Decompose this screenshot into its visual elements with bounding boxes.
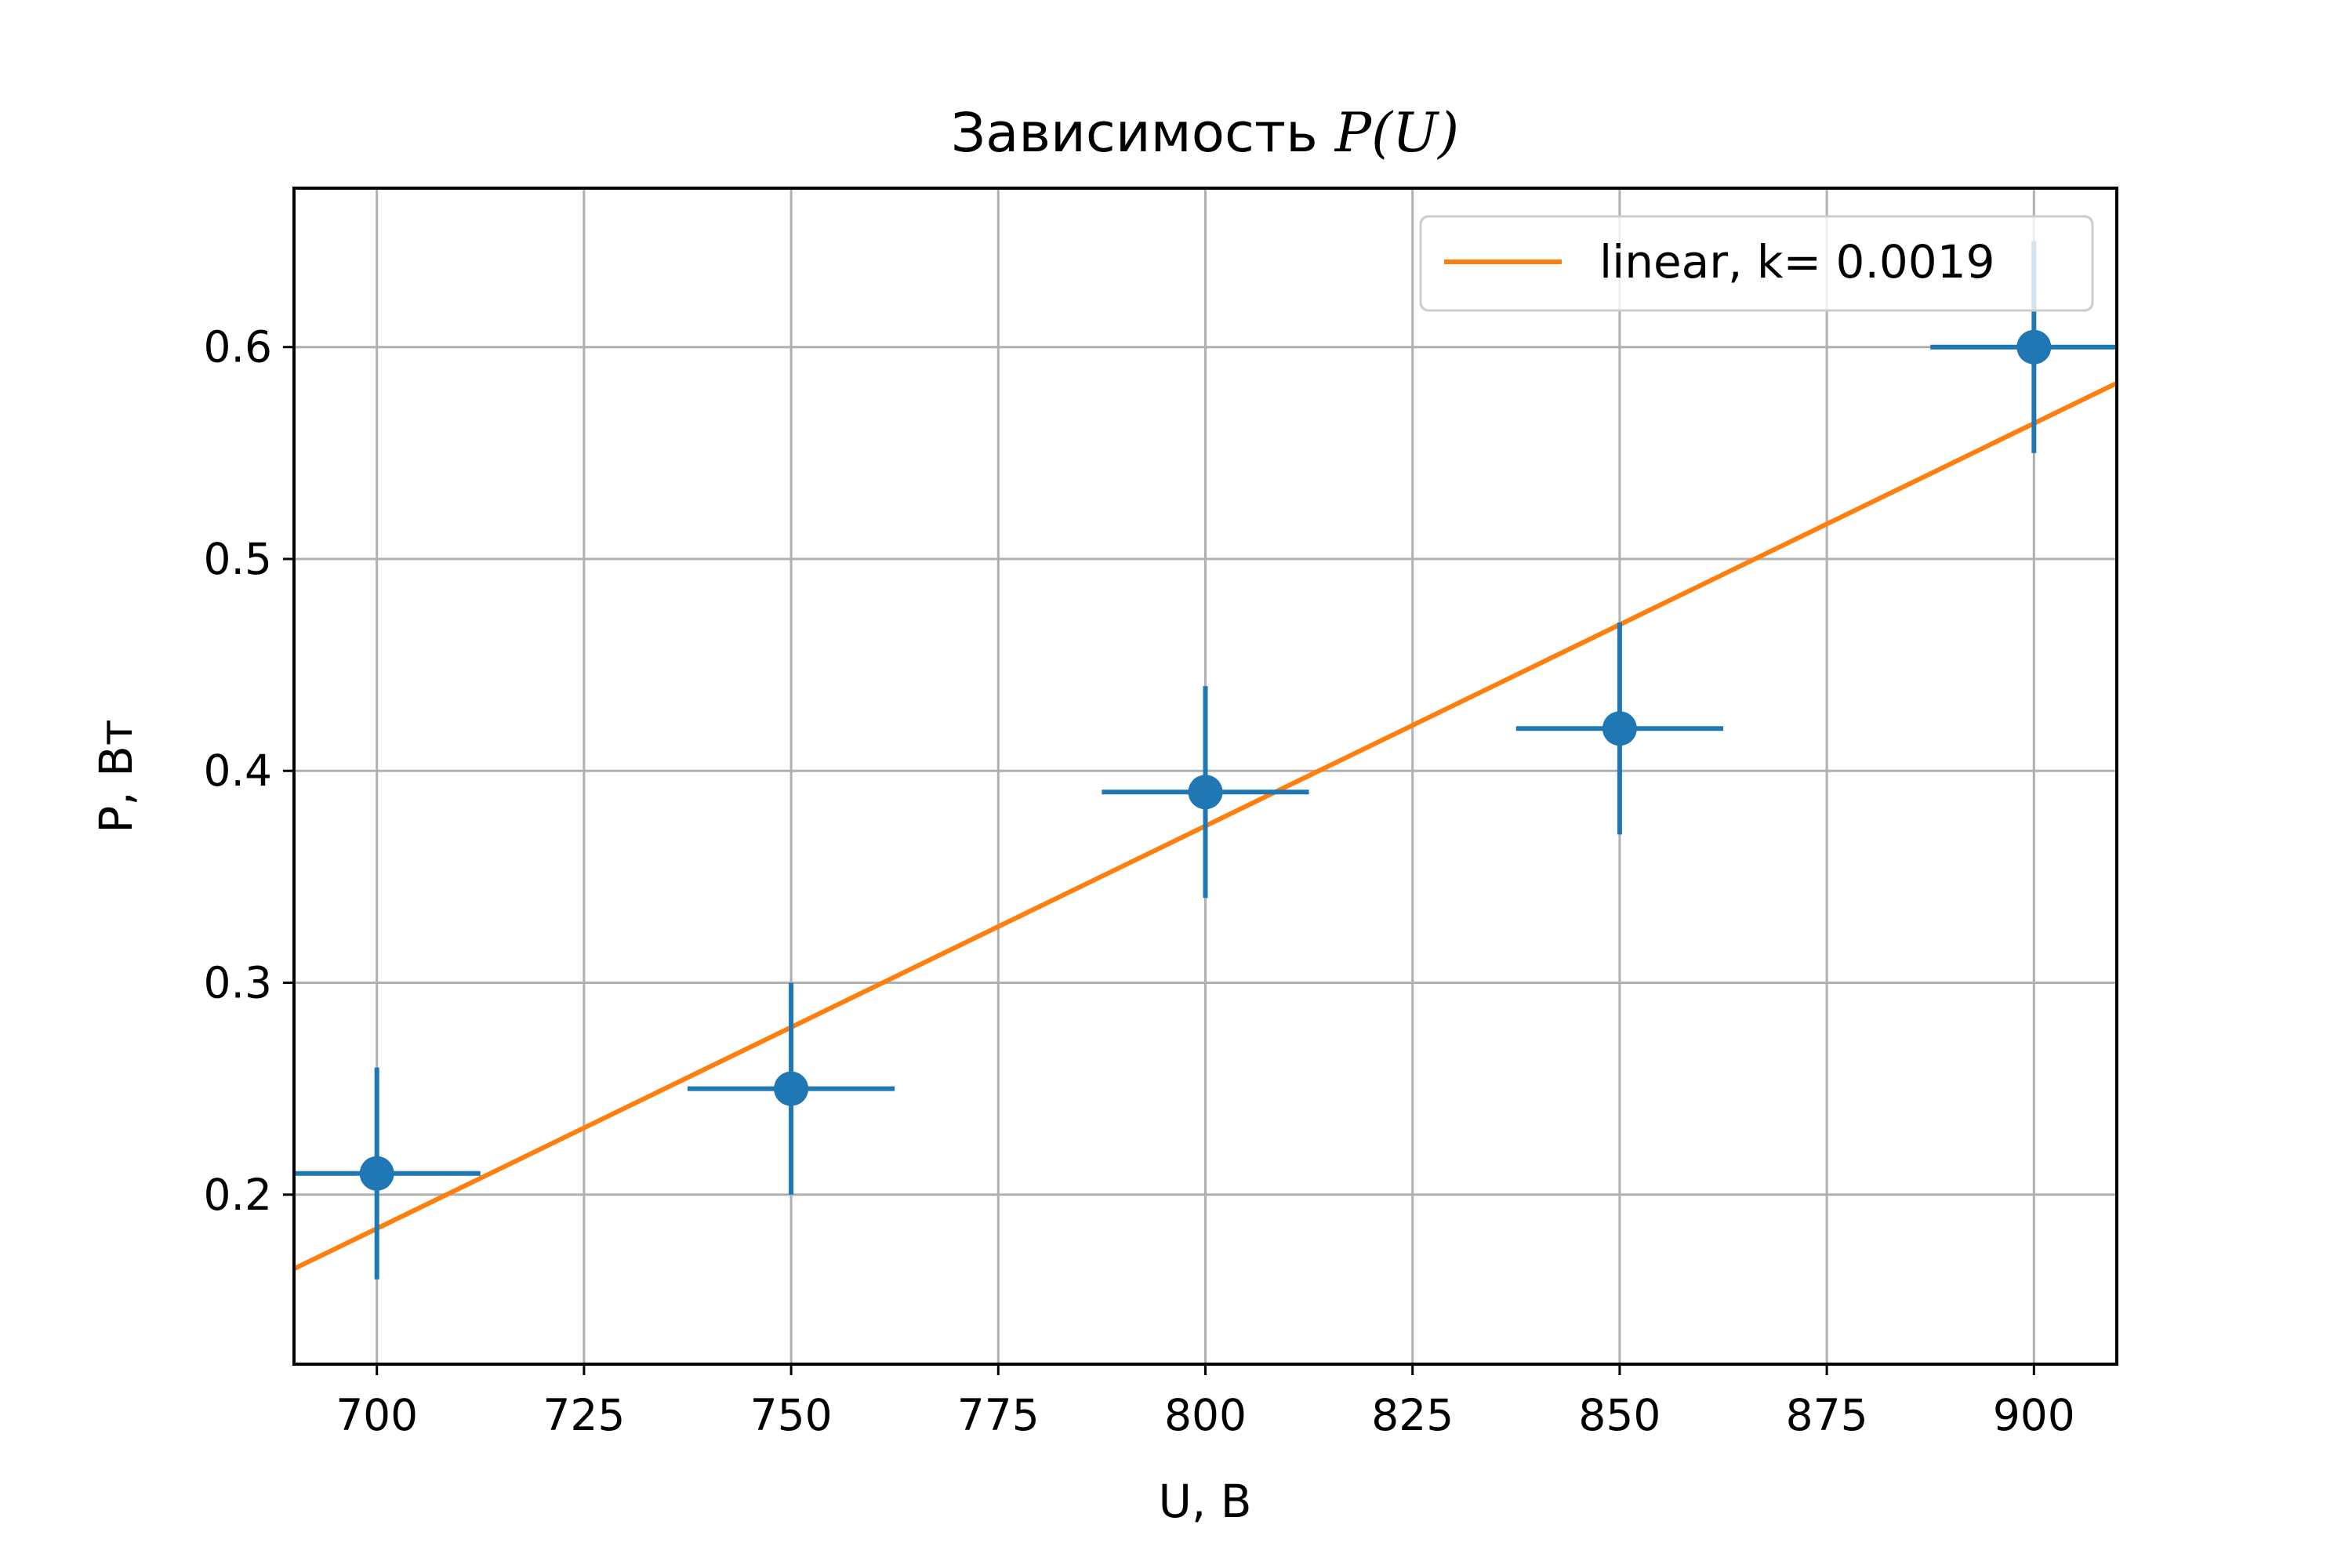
y-tick-label: 0.6 bbox=[204, 322, 272, 372]
chart-title-text: Зависимость bbox=[951, 102, 1335, 165]
data-point bbox=[1602, 711, 1637, 746]
x-tick-label: 775 bbox=[957, 1390, 1040, 1440]
x-tick-label: 750 bbox=[750, 1390, 833, 1440]
ticks: 700 725 750 775 800 825 850 875 900 0.2 0.3 0.4 0.5 0… bbox=[204, 322, 2075, 1440]
legend-label: linear, k= 0.0019 bbox=[1599, 235, 1995, 289]
y-tick-label: 0.4 bbox=[204, 746, 272, 796]
legend: linear, k= 0.0019 bbox=[1419, 215, 2094, 312]
x-tick-label: 900 bbox=[1993, 1390, 2075, 1440]
data-point bbox=[1188, 775, 1223, 810]
points-layer bbox=[294, 241, 2117, 1279]
data-point bbox=[2016, 329, 2052, 365]
x-tick-label: 850 bbox=[1578, 1390, 1661, 1440]
x-tick-label: 825 bbox=[1371, 1390, 1454, 1440]
chart-title-math: P(U) bbox=[1334, 102, 1459, 165]
x-axis-label: U, В bbox=[1158, 1475, 1251, 1528]
y-axis-label: P, Вт bbox=[89, 719, 143, 833]
x-tick-label: 700 bbox=[336, 1390, 418, 1440]
x-tick-label: 875 bbox=[1786, 1390, 1868, 1440]
x-tick-label: 725 bbox=[543, 1390, 625, 1440]
x-tick-label: 800 bbox=[1164, 1390, 1247, 1440]
data-point bbox=[359, 1156, 394, 1191]
legend-box bbox=[1419, 215, 2094, 312]
y-tick-label: 0.5 bbox=[204, 534, 272, 584]
chart-title: Зависимость P(U) bbox=[951, 102, 1459, 165]
y-tick-label: 0.2 bbox=[204, 1170, 272, 1220]
data-point bbox=[774, 1071, 809, 1106]
y-tick-label: 0.3 bbox=[204, 958, 272, 1008]
